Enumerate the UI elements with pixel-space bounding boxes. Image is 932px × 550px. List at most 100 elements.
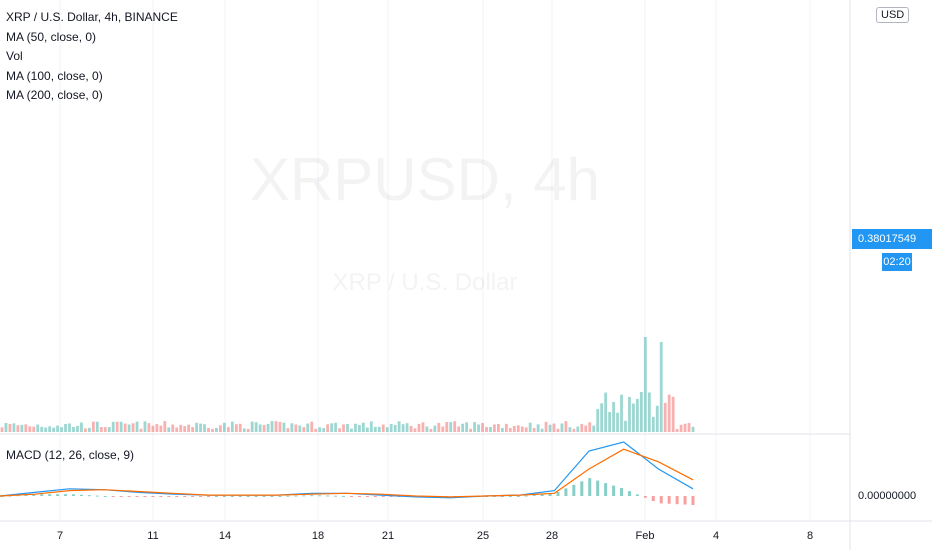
volume-bar [103,427,107,432]
volume-bar [99,427,103,432]
volume-bar [282,422,286,432]
macd-histogram-bar [230,496,234,497]
volume-bar [199,423,202,432]
time-axis-label: 4 [713,530,719,542]
volume-bar [119,421,123,432]
volume-bar [469,428,473,432]
macd-histogram-bar [342,495,346,497]
macd-histogram-bar [159,496,163,497]
volume-bar [28,426,32,432]
volume-bar [393,424,397,432]
volume-bar [433,425,437,432]
volume-bar [334,422,337,432]
macd-histogram-bar [238,496,242,497]
macd-histogram-bar [357,496,361,497]
volume-bar [326,424,330,432]
volume-bar [373,426,377,432]
macd-histogram-bar [95,495,99,497]
macd-histogram-bar [365,496,369,497]
macd-histogram-bar [683,496,687,505]
volume-bar [687,422,691,432]
legend-macd[interactable]: MACD (12, 26, close, 9) [6,448,135,462]
macd-histogram-bar [0,496,4,497]
volume-bar [219,425,222,432]
macd-histogram-bar [222,496,226,497]
volume-bar [612,402,615,432]
volume-bar [389,423,393,432]
legend-ma100[interactable]: MA (100, close, 0) [6,68,103,83]
macd-histogram-bar [651,496,655,502]
time-axis-label: 11 [147,530,158,542]
macd-histogram-bar [508,496,512,497]
volume-bar [493,424,496,432]
macd-histogram-bar [64,494,68,496]
volume-bar [548,424,552,432]
volume-bar [322,428,326,432]
macd-histogram-bar [588,478,592,496]
volume-bar [278,421,282,432]
volume-bar [203,424,206,432]
macd-histogram-bar [207,496,211,497]
macd-histogram-bar [71,494,75,496]
volume-bar [80,422,83,432]
volume-bar [397,421,401,432]
volume-bar [159,425,163,432]
volume-bar [628,396,631,432]
volume-bar [600,403,604,432]
macd-histogram-bar [48,494,52,496]
volume-bar [111,421,115,432]
currency-badge[interactable]: USD [876,7,910,23]
macd-histogram-bar [278,495,282,497]
macd-histogram-bar [373,496,377,497]
volume-bar [60,427,63,432]
volume-bar [266,423,270,432]
watermark-symbol: XRPUSD, 4h [250,146,600,213]
volume-bar [512,425,516,432]
volume-bar [238,423,242,432]
volume-bar [489,426,492,432]
time-axis-label: 28 [546,530,558,542]
volume-bar [226,427,230,432]
volume-bar [270,421,274,432]
volume-bar [532,428,536,432]
volume-bar [40,426,44,432]
volume-bar [441,426,445,432]
macd-histogram-bar [127,496,131,497]
macd-histogram-bar [564,488,568,496]
legend-ma50[interactable]: MA (50, close, 0) [6,29,97,44]
volume-bar [461,423,465,432]
volume-bar [477,424,480,432]
volume-bar [20,424,24,432]
volume-bar [377,426,381,432]
legend-vol[interactable]: Vol [6,49,23,63]
macd-histogram-bar [119,496,123,497]
volume-bar [151,425,155,432]
volume-bar [131,423,135,432]
macd-legend[interactable]: MACD (12, 26, close, 9) [6,446,134,466]
volume-bar [171,424,175,432]
volume-bar [222,422,226,432]
volume-bar [560,423,564,432]
volume-bar [552,423,556,432]
volume-bar [429,428,433,432]
macd-histogram-bar [548,493,552,496]
volume-bar [636,398,639,432]
volume-bar [524,427,528,432]
volume-bar [580,424,584,432]
volume-bar [298,425,302,432]
volume-bar [675,428,679,432]
volume-bar [401,424,405,432]
volume-bar [187,424,191,432]
macd-histogram-bar [286,495,290,497]
macd-histogram-bar [32,494,36,496]
legend-ma200[interactable]: MA (200, close, 0) [6,88,103,102]
volume-bar [48,426,52,432]
volume-bar [215,427,218,432]
volume-bar [274,421,278,432]
volume-bar [294,424,298,432]
macd-histogram-bar [8,495,12,497]
volume-bar [147,423,151,432]
volume-bar [536,424,540,432]
macd-histogram-bar [191,496,195,497]
